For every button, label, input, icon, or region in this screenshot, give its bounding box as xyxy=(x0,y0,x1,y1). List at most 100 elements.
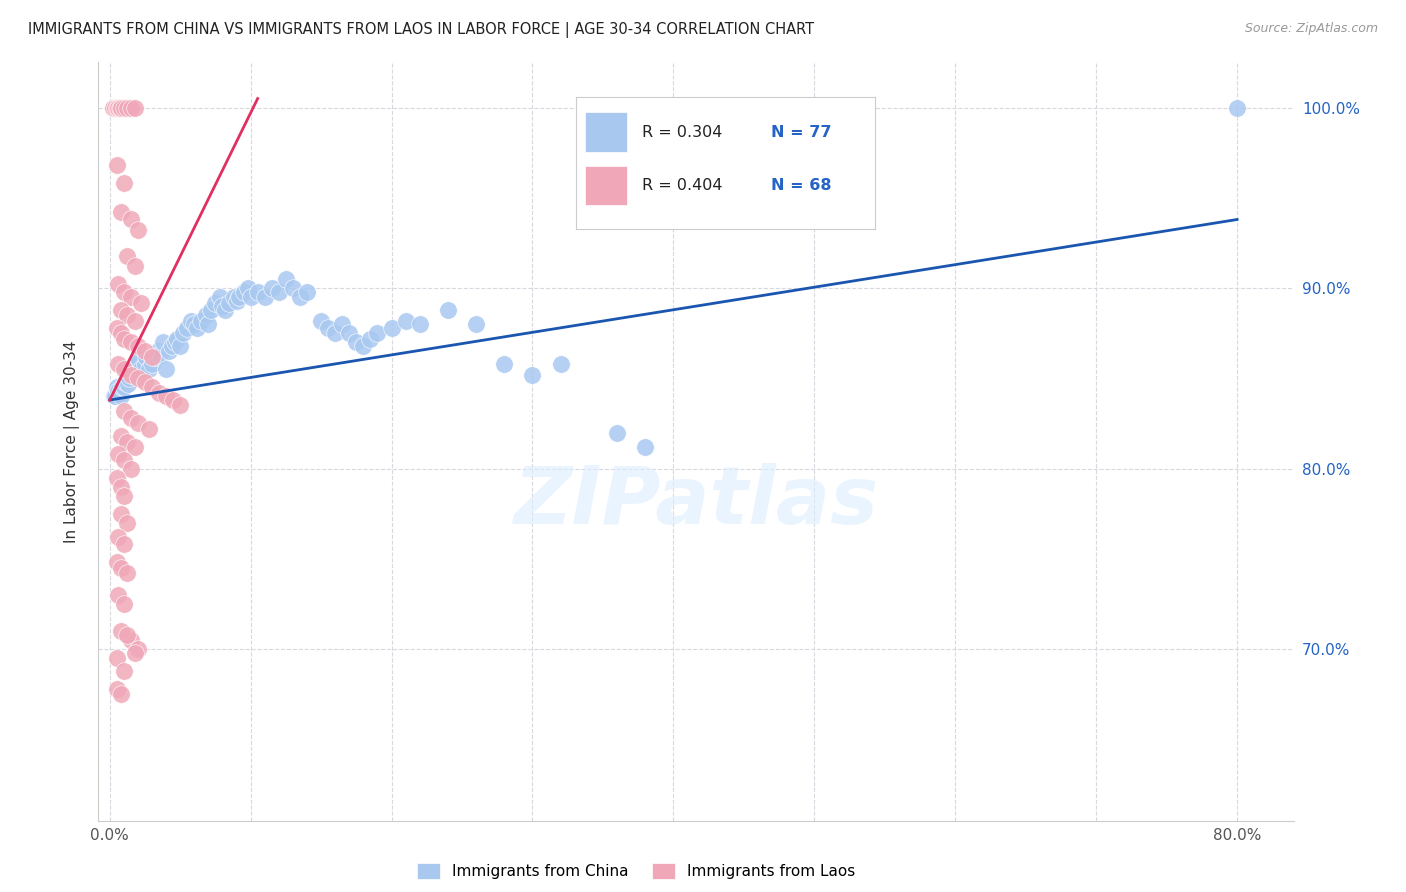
Point xyxy=(208,290,231,304)
Point xyxy=(316,320,339,334)
Point xyxy=(148,385,170,400)
Point xyxy=(115,434,138,449)
Point xyxy=(107,101,129,115)
Point xyxy=(107,447,129,461)
Point xyxy=(103,389,125,403)
Point xyxy=(112,177,135,191)
Point xyxy=(125,359,148,373)
Point xyxy=(127,357,149,371)
Point xyxy=(134,357,156,371)
Point xyxy=(120,633,142,648)
Point xyxy=(395,313,418,327)
Point xyxy=(214,302,236,317)
Point xyxy=(105,470,128,484)
Point xyxy=(352,339,374,353)
Point xyxy=(127,339,149,353)
Point xyxy=(120,366,142,380)
Point xyxy=(550,357,572,371)
Point xyxy=(274,272,297,286)
Point xyxy=(120,335,142,350)
Point xyxy=(337,326,360,341)
Point xyxy=(197,317,219,331)
Point xyxy=(105,158,128,172)
Point xyxy=(112,332,135,346)
Point xyxy=(117,376,139,391)
Point xyxy=(120,101,142,115)
Point xyxy=(176,320,198,334)
Point xyxy=(122,362,145,376)
Point xyxy=(105,320,128,334)
Point xyxy=(246,285,269,299)
Point xyxy=(138,422,160,436)
Point xyxy=(127,417,149,431)
Point xyxy=(104,389,127,403)
Point xyxy=(218,295,240,310)
Point xyxy=(110,561,132,575)
Point xyxy=(330,317,353,331)
Point xyxy=(211,299,233,313)
Point xyxy=(522,368,544,382)
Point xyxy=(112,404,135,418)
Point xyxy=(108,101,131,115)
Point xyxy=(141,350,163,364)
Point xyxy=(111,380,134,394)
Point xyxy=(222,290,245,304)
Point xyxy=(124,260,146,274)
Point xyxy=(120,212,142,227)
Point xyxy=(127,371,149,385)
Point xyxy=(169,339,191,353)
Point xyxy=(288,290,311,304)
Point xyxy=(120,411,142,425)
Point xyxy=(115,101,138,115)
Point xyxy=(115,566,138,581)
Point xyxy=(634,440,657,454)
Point xyxy=(110,326,132,341)
Point xyxy=(134,375,156,389)
Point xyxy=(110,302,132,317)
Point xyxy=(112,452,135,467)
Point xyxy=(127,223,149,237)
Point xyxy=(260,281,283,295)
Point xyxy=(112,597,135,611)
Point xyxy=(110,687,132,701)
Point xyxy=(169,399,191,413)
Point xyxy=(124,362,146,376)
Point xyxy=(110,480,132,494)
Point xyxy=(107,588,129,602)
Point xyxy=(141,380,163,394)
Point xyxy=(112,380,135,394)
Point xyxy=(172,326,194,341)
Point xyxy=(194,308,217,322)
Point xyxy=(105,556,128,570)
Point xyxy=(155,362,177,376)
Point xyxy=(110,389,132,403)
Point xyxy=(115,628,138,642)
Point xyxy=(437,302,460,317)
Point xyxy=(112,664,135,678)
Text: IMMIGRANTS FROM CHINA VS IMMIGRANTS FROM LAOS IN LABOR FORCE | AGE 30-34 CORRELA: IMMIGRANTS FROM CHINA VS IMMIGRANTS FROM… xyxy=(28,22,814,38)
Point xyxy=(135,350,157,364)
Point xyxy=(152,335,174,350)
Point xyxy=(108,385,131,400)
Point xyxy=(127,642,149,657)
Point xyxy=(146,344,169,359)
Point xyxy=(112,489,135,503)
Point xyxy=(380,320,402,334)
Point xyxy=(124,313,146,327)
Point xyxy=(129,295,152,310)
Point xyxy=(110,429,132,443)
Point xyxy=(239,290,262,304)
Point xyxy=(281,281,304,295)
Point xyxy=(366,326,388,341)
Point xyxy=(309,313,332,327)
Point xyxy=(180,313,202,327)
Point xyxy=(1226,101,1249,115)
Point xyxy=(129,362,152,376)
Point xyxy=(107,530,129,544)
Point xyxy=(120,290,142,304)
Point xyxy=(494,357,516,371)
Point xyxy=(186,320,208,334)
Point xyxy=(155,389,177,403)
Point xyxy=(110,101,132,115)
Point xyxy=(105,101,128,115)
